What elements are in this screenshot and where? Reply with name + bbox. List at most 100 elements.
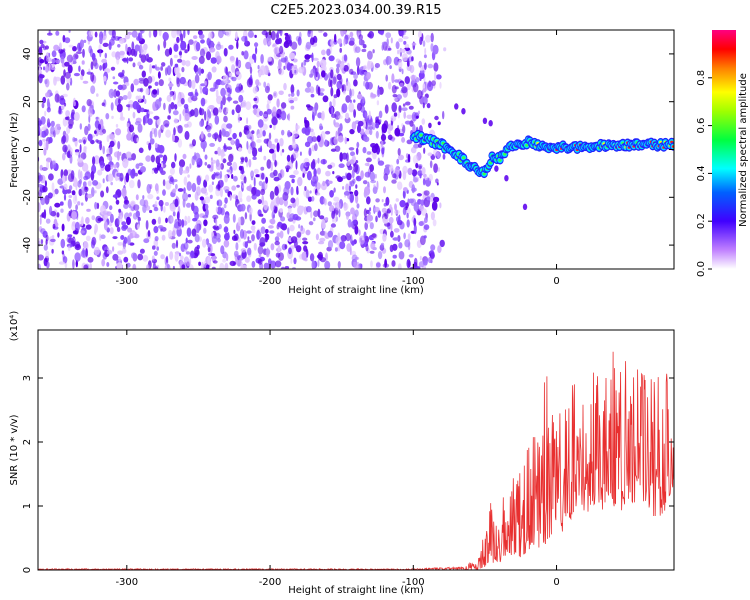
spectrogram-noise-cell xyxy=(241,100,247,108)
spectrogram-noise-cell xyxy=(252,147,258,158)
spectrogram-noise-cell xyxy=(275,252,281,258)
spectrogram-noise-cell xyxy=(162,154,168,163)
spectrogram-noise-cell xyxy=(79,123,83,130)
spectrogram-noise-cell xyxy=(328,55,335,62)
spectrogram-noise-cell xyxy=(139,107,145,113)
spectrogram-noise-cell xyxy=(403,232,406,240)
spectrogram-noise-cell xyxy=(246,140,249,150)
spectrogram-noise-cell xyxy=(372,49,375,54)
spectrogram-noise-cell xyxy=(122,224,129,230)
spectrogram-noise-cell xyxy=(294,69,297,74)
spectrogram-noise-cell xyxy=(274,159,277,168)
spectrogram-noise-cell xyxy=(356,203,360,209)
spectrogram-noise-cell xyxy=(83,139,86,145)
spectrogram-noise-cell xyxy=(304,54,311,60)
spectrogram-noise-cell xyxy=(192,205,199,215)
spectrogram-noise-cell xyxy=(423,147,426,154)
spectrogram-noise-cell xyxy=(68,195,73,198)
spectrogram-noise-cell xyxy=(260,166,265,171)
spectrogram-noise-cell xyxy=(401,68,404,75)
spectrogram-noise-cell xyxy=(250,225,256,231)
spectrogram-noise-cell xyxy=(149,138,155,145)
spectrogram-noise-cell xyxy=(419,173,422,179)
spectrogram-noise-cell xyxy=(60,208,64,213)
spectrogram-noise-cell xyxy=(351,240,355,246)
spectrogram-noise-cell xyxy=(153,206,159,212)
spectrogram-noise-cell xyxy=(207,132,212,138)
colorbar-tick-label: 0.6 xyxy=(696,118,707,134)
spectrogram-noise-cell xyxy=(126,216,131,226)
spectrogram-noise-cell xyxy=(392,94,398,98)
spectrogram-noise-cell xyxy=(104,52,108,59)
spectrogram-noise-cell xyxy=(72,46,77,52)
spectrogram-noise-cell xyxy=(119,73,125,79)
spectrogram-noise-cell xyxy=(80,69,85,77)
spectrogram-noise-cell xyxy=(260,54,264,64)
spectrogram-noise-cell xyxy=(209,47,216,53)
spectrogram-noise-cell xyxy=(358,69,364,75)
spectrogram-noise-cell xyxy=(397,59,403,70)
spectrogram-noise-cell xyxy=(91,187,95,197)
spectrogram-noise-cell xyxy=(127,168,132,176)
spectrogram-noise-cell xyxy=(311,260,316,269)
spectrogram-noise-cell xyxy=(154,64,157,70)
spectrogram-noise-cell xyxy=(223,115,228,123)
spectrogram-noise-cell xyxy=(131,252,137,259)
spectrogram-noise-cell xyxy=(404,76,410,85)
spectrogram-noise-cell xyxy=(349,31,354,38)
spectrogram-noise-cell xyxy=(392,254,397,259)
spectrogram-noise-cell xyxy=(299,205,305,211)
spectrogram-noise-cell xyxy=(196,223,200,234)
spectrogram-noise-cell xyxy=(94,130,97,135)
spectrogram-noise-cell xyxy=(199,196,205,201)
spectrogram-noise-cell xyxy=(328,180,333,184)
spectrogram-noise-cell xyxy=(138,162,144,167)
spectrogram-noise-cell xyxy=(62,48,66,52)
spectrogram-noise-cell xyxy=(277,173,282,181)
spectrogram-noise-cell xyxy=(173,43,179,52)
spectrogram-noise-cell xyxy=(212,133,219,140)
spectrogram-noise-cell xyxy=(204,154,208,160)
spectrogram-noise-cell xyxy=(179,76,186,85)
spectrogram-noise-cell xyxy=(81,60,85,65)
spectrogram-noise-cell xyxy=(38,254,44,261)
spectrogram-noise-cell xyxy=(99,132,104,136)
spectrogram-noise-cell xyxy=(38,237,41,242)
spectrogram-noise-cell xyxy=(118,208,122,213)
spectrogram-noise-cell xyxy=(210,253,216,257)
spectrogram-noise-cell xyxy=(292,150,299,159)
spectrogram-noise-cell xyxy=(199,87,203,94)
spectrogram-noise-cell xyxy=(415,162,419,169)
spectrogram-noise-cell xyxy=(203,227,207,234)
spectrogram-noise-cell xyxy=(112,194,118,198)
spectrogram-noise-cell xyxy=(48,136,53,144)
spectrogram-noise-cell xyxy=(263,113,268,118)
spectrogram-noise-cell xyxy=(38,263,41,269)
spectrogram-noise-cell xyxy=(402,124,406,134)
spectrogram-noise-cell xyxy=(412,154,419,165)
spectrogram-noise-cell xyxy=(396,158,400,165)
spectrogram-noise-cell xyxy=(177,188,184,192)
spectrogram-noise-cell xyxy=(215,89,219,99)
spectrogram-noise-cell xyxy=(166,65,172,76)
spectrogram-noise-cell xyxy=(42,138,46,142)
signal-band-core xyxy=(488,161,493,165)
spectrogram-noise-cell xyxy=(283,198,288,207)
spectrogram-noise-cell xyxy=(174,63,179,68)
spectrogram-noise-cell xyxy=(224,198,228,203)
spectrogram-noise-cell xyxy=(430,244,436,251)
spectrogram-noise-cell xyxy=(220,154,224,162)
spectrogram-noise-cell xyxy=(391,73,395,84)
spectrogram-noise-cell xyxy=(130,83,135,93)
spectrogram-noise-cell xyxy=(194,191,199,201)
spectrogram-noise-cell xyxy=(430,211,435,221)
spectrogram-noise-cell xyxy=(428,122,432,129)
spectrogram-noise-cell xyxy=(45,92,50,98)
spectrogram-noise-cell xyxy=(141,70,146,78)
spectrogram-noise-cell xyxy=(126,51,130,55)
spectrogram-noise-cell xyxy=(333,94,338,99)
spectrogram-noise-cell xyxy=(406,139,413,145)
spectrogram-noise-cell xyxy=(99,141,102,151)
spectrogram-noise-cell xyxy=(394,79,400,83)
y-tick-label: 3 xyxy=(22,375,33,381)
